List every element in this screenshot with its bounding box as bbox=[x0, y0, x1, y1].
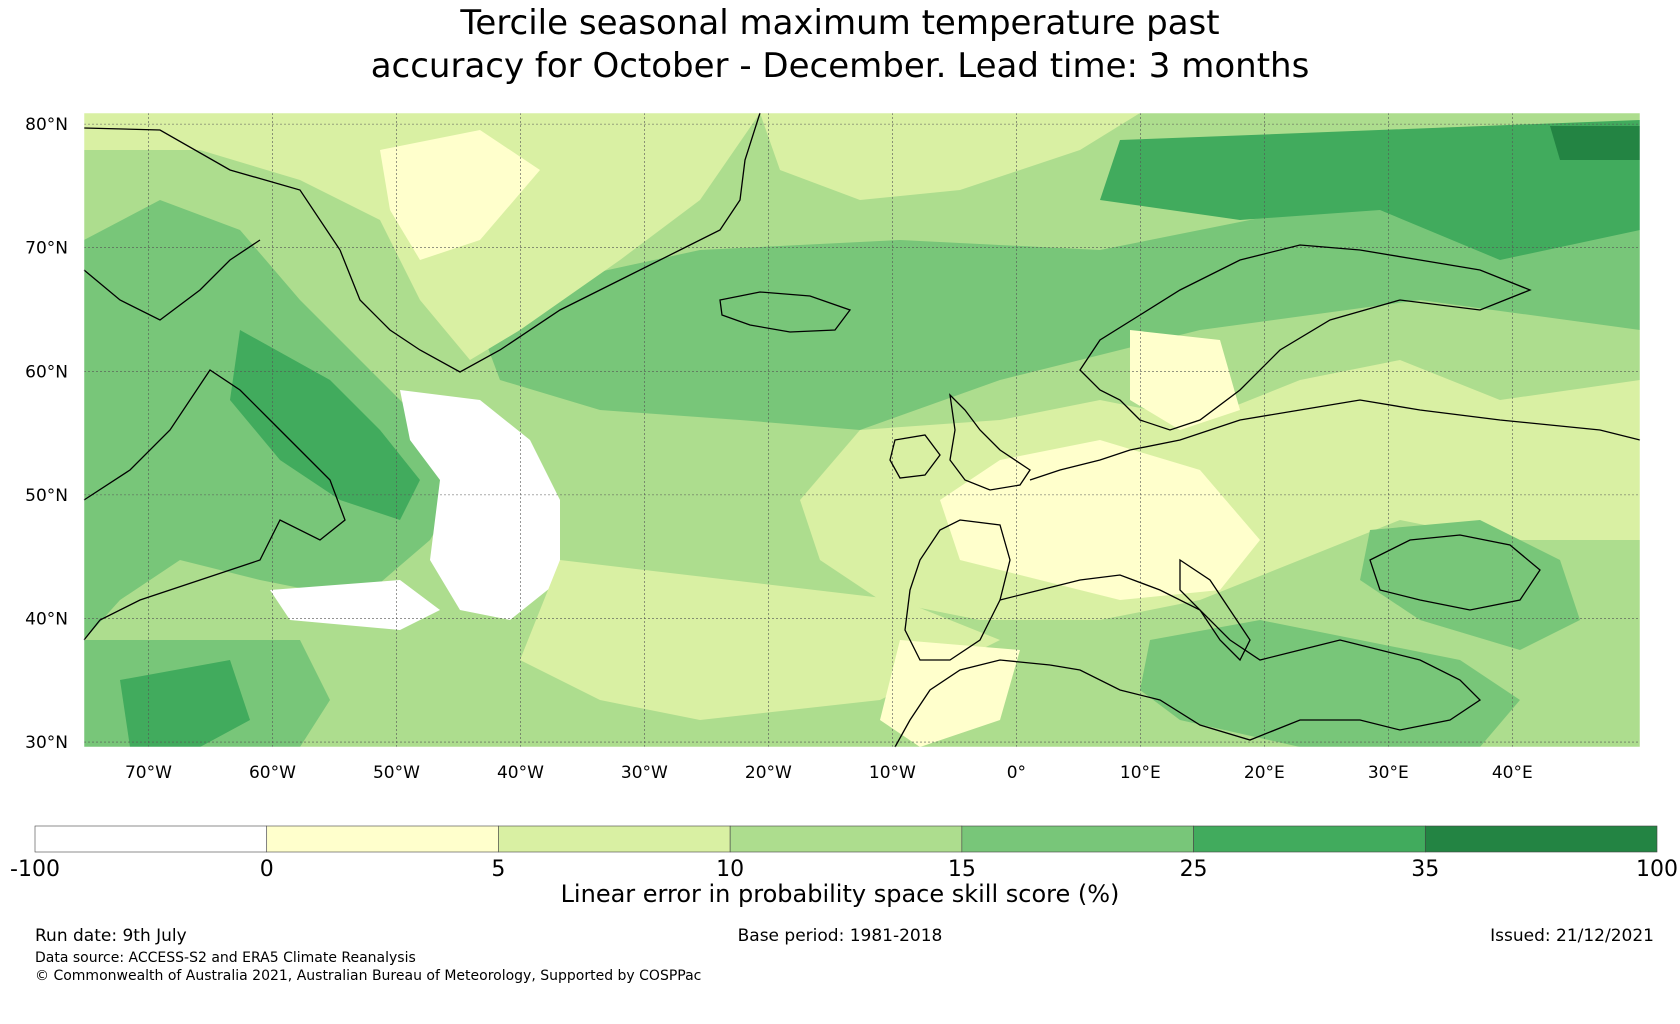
baffin-coastline bbox=[83, 239, 261, 321]
skill-field bbox=[84, 113, 1640, 747]
longitude-label: 10°E bbox=[1120, 763, 1161, 783]
longitude-label: 40°W bbox=[497, 763, 544, 783]
scandinavia-coastline bbox=[1079, 244, 1532, 431]
colorbar-segment bbox=[498, 825, 731, 853]
data-source: Data source: ACCESS-S2 and ERA5 Climate … bbox=[35, 950, 416, 966]
title-line-1: Tercile seasonal maximum temperature pas… bbox=[460, 3, 1220, 43]
colorbar-tick-label: -100 bbox=[10, 857, 60, 882]
longitude-label: 20°E bbox=[1244, 763, 1285, 783]
title-line-2: accuracy for October - December. Lead ti… bbox=[370, 45, 1310, 86]
africa-coastline bbox=[894, 659, 1051, 748]
colorbar-segment bbox=[266, 825, 499, 853]
longitude-label: 70°W bbox=[125, 763, 172, 783]
latitude-label: 40°N bbox=[25, 609, 68, 629]
greenland-west-coastline bbox=[83, 127, 341, 251]
latitude-label: 70°N bbox=[25, 239, 68, 259]
base-period: Base period: 1981-2018 bbox=[737, 926, 943, 946]
longitude-label: 30°E bbox=[1368, 763, 1409, 783]
longitude-label: 50°W bbox=[373, 763, 420, 783]
run-date: Run date: 9th July bbox=[35, 926, 187, 946]
longitude-label: 10°W bbox=[869, 763, 916, 783]
colorbar-segment bbox=[34, 825, 268, 853]
colorbar-segment bbox=[961, 825, 1194, 853]
black-sea-coastline bbox=[1369, 534, 1541, 611]
colorbar-ticks: -100 0 5 10 15 25 35 100 bbox=[10, 857, 1678, 882]
colorbar-tick-label: 15 bbox=[948, 857, 976, 882]
map-frame bbox=[83, 112, 1641, 748]
longitude-label: 40°E bbox=[1492, 763, 1533, 783]
britain-coastline bbox=[949, 393, 1031, 491]
chart-title: Tercile seasonal maximum temperature pas… bbox=[0, 2, 1680, 88]
map-panel bbox=[83, 112, 1641, 748]
colorbar-tick-label: 10 bbox=[716, 857, 744, 882]
colorbar-segment bbox=[729, 825, 963, 853]
ireland-coastline bbox=[889, 434, 941, 479]
longitude-label: 60°W bbox=[249, 763, 296, 783]
latitude-label: 30°N bbox=[25, 733, 68, 753]
greenland-coastline bbox=[339, 112, 761, 373]
iberia-coastline bbox=[904, 519, 1011, 661]
colorbar-tick-label: 0 bbox=[260, 857, 274, 882]
longitude-label: 0° bbox=[1007, 763, 1026, 783]
latitude-labels: 80°N 70°N 60°N 50°N 40°N 30°N bbox=[25, 115, 68, 753]
colorbar-segment bbox=[1424, 825, 1658, 853]
copyright: © Commonwealth of Australia 2021, Austra… bbox=[35, 968, 702, 984]
latitude-label: 50°N bbox=[25, 486, 68, 506]
issued-date: Issued: 21/12/2021 bbox=[1490, 926, 1654, 946]
colorbar-segment bbox=[1193, 825, 1426, 853]
longitude-label: 20°W bbox=[745, 763, 792, 783]
colorbar-label: Linear error in probability space skill … bbox=[560, 880, 1120, 908]
labrador-coastline bbox=[83, 369, 346, 641]
italy-coastline bbox=[1179, 558, 1251, 662]
graticule bbox=[84, 113, 1640, 747]
longitude-labels: 70°W 60°W 50°W 40°W 30°W 20°W 10°W 0° 10°E 20°E 30… bbox=[125, 763, 1533, 783]
coastlines bbox=[83, 112, 1641, 748]
mediterranean-coastline bbox=[999, 574, 1482, 741]
colorbar-tick-label: 35 bbox=[1411, 857, 1439, 882]
colorbar-tick-label: 25 bbox=[1180, 857, 1208, 882]
colorbar-tick-label: 5 bbox=[491, 857, 505, 882]
latitude-label: 80°N bbox=[25, 115, 68, 135]
latitude-label: 60°N bbox=[25, 362, 68, 382]
colorbar-tick-label: 100 bbox=[1636, 857, 1678, 882]
iceland-coastline bbox=[719, 291, 852, 333]
europe-coastline bbox=[1029, 399, 1641, 481]
longitude-label: 30°W bbox=[621, 763, 668, 783]
colorbar bbox=[34, 825, 1658, 853]
